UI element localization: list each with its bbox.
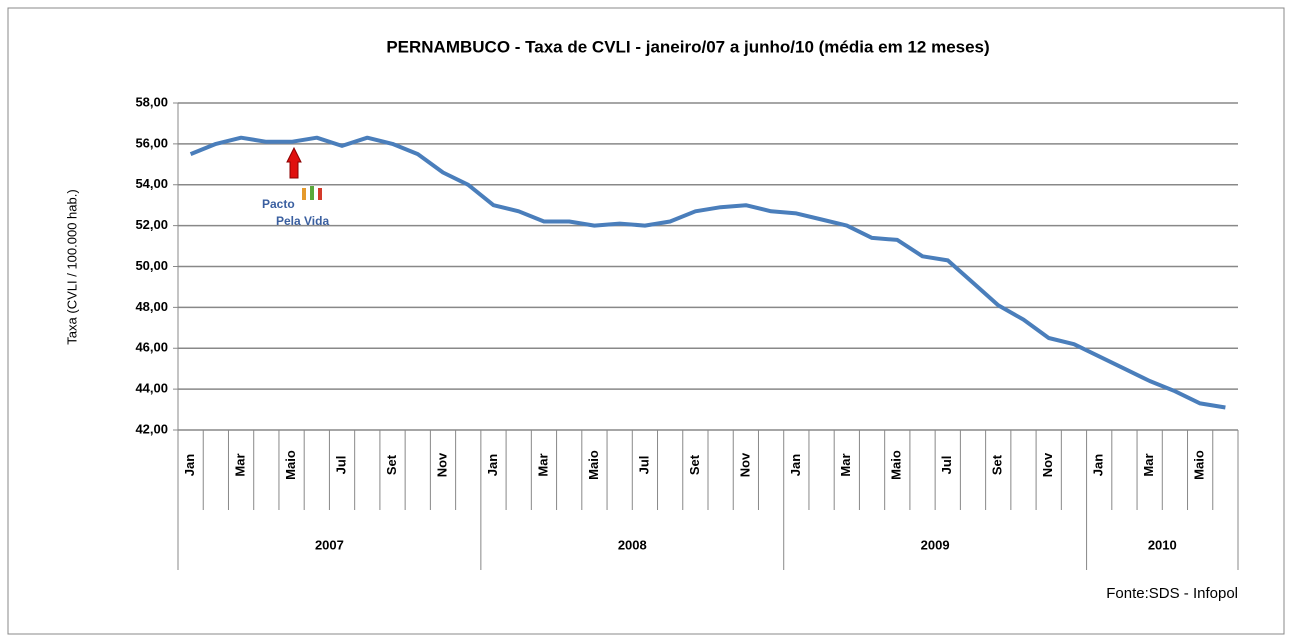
annotation: Pela Vida xyxy=(276,214,329,228)
x-tick-label: Nov xyxy=(1040,452,1055,477)
y-tick-label: 50,00 xyxy=(135,258,168,273)
x-tick-label: Maio xyxy=(283,450,298,480)
logo-part xyxy=(310,186,314,200)
y-tick-label: 48,00 xyxy=(135,299,168,314)
x-tick-label: Maio xyxy=(586,450,601,480)
annotation-arrow xyxy=(286,146,302,179)
y-tick-label: 52,00 xyxy=(135,217,168,232)
logo-part xyxy=(318,188,322,200)
year-label: 2007 xyxy=(315,537,344,552)
x-tick-label: Mar xyxy=(233,453,248,476)
y-tick-label: 56,00 xyxy=(135,135,168,150)
x-tick-label: Mar xyxy=(535,453,550,476)
x-tick-label: Jul xyxy=(939,456,954,475)
x-tick-label: Nov xyxy=(434,452,449,477)
y-tick-label: 54,00 xyxy=(135,176,168,191)
x-tick-label: Set xyxy=(384,454,399,475)
chart-frame xyxy=(7,7,1285,635)
x-tick-label: Jul xyxy=(636,456,651,475)
x-tick-label: Set xyxy=(687,454,702,475)
x-tick-label: Jan xyxy=(788,454,803,476)
x-tick-label: Mar xyxy=(838,453,853,476)
year-label: 2010 xyxy=(1148,537,1177,552)
year-label: 2008 xyxy=(618,537,647,552)
x-tick-label: Jan xyxy=(1091,454,1106,476)
x-tick-label: Maio xyxy=(889,450,904,480)
annotation: Pacto xyxy=(262,197,295,211)
series-line xyxy=(189,135,1226,410)
x-tick-label: Maio xyxy=(1192,450,1207,480)
logo-part xyxy=(302,188,306,200)
y-tick-label: 58,00 xyxy=(135,94,168,109)
x-tick-label: Jan xyxy=(485,454,500,476)
chart-title: PERNAMBUCO - Taxa de CVLI - janeiro/07 a… xyxy=(386,37,989,56)
y-axis-label: Taxa (CVLI / 100.000 hab.) xyxy=(64,189,79,344)
x-tick-label: Nov xyxy=(737,452,752,477)
y-tick-label: 46,00 xyxy=(135,340,168,355)
year-label: 2009 xyxy=(921,537,950,552)
y-tick-label: 42,00 xyxy=(135,421,168,436)
source: Fonte:SDS - Infopol xyxy=(1106,585,1238,602)
x-tick-label: Jul xyxy=(333,456,348,475)
x-tick-label: Mar xyxy=(1141,453,1156,476)
x-tick-label: Jan xyxy=(182,454,197,476)
y-tick-label: 44,00 xyxy=(135,381,168,396)
x-tick-label: Set xyxy=(990,454,1005,475)
